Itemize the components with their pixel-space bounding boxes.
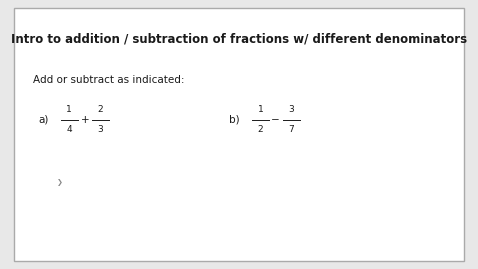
Text: b): b) (229, 115, 240, 125)
Text: 2: 2 (98, 105, 103, 114)
Text: ❯: ❯ (57, 179, 63, 186)
Text: 3: 3 (289, 105, 294, 114)
Text: 3: 3 (98, 125, 103, 134)
Text: −: − (271, 115, 280, 125)
Text: a): a) (38, 115, 49, 125)
Text: +: + (81, 115, 89, 125)
Text: 2: 2 (258, 125, 263, 134)
Text: Intro to addition / subtraction of fractions w/ different denominators: Intro to addition / subtraction of fract… (11, 32, 467, 45)
Text: 1: 1 (66, 105, 72, 114)
Text: 4: 4 (66, 125, 72, 134)
Text: 1: 1 (258, 105, 263, 114)
Text: 7: 7 (289, 125, 294, 134)
Text: Add or subtract as indicated:: Add or subtract as indicated: (33, 75, 185, 85)
